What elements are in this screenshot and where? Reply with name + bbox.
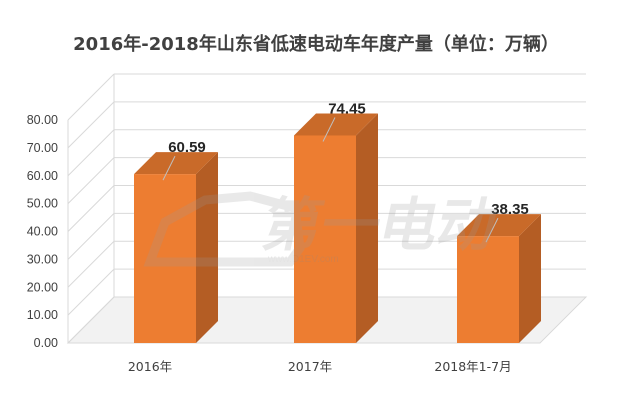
watermark-logo-text: 第一电动 <box>257 192 503 259</box>
side-gridline <box>67 73 115 121</box>
x-axis: 2016年 2017年 2018年1-7月 <box>128 359 512 374</box>
x-tick-label: 2017年 <box>288 359 332 374</box>
side-gridline <box>67 157 115 204</box>
bar: 74.45 <box>294 100 378 343</box>
y-tick-label: 50.00 <box>27 197 58 211</box>
watermark-car-icon <box>143 191 305 267</box>
y-tick-label: 70.00 <box>27 141 58 155</box>
bar-side <box>356 113 378 343</box>
leader-line <box>162 155 176 181</box>
watermark: 第一电动 www.D1EV.com <box>143 191 503 267</box>
watermark-url: www.D1EV.com <box>267 254 339 265</box>
bar-side <box>519 214 541 343</box>
bar: 60.59 <box>134 139 218 343</box>
y-tick-label: 20.00 <box>27 280 58 294</box>
bar-front <box>294 135 356 343</box>
x-tick-label: 2018年1-7月 <box>434 359 511 374</box>
bar-front <box>457 236 519 343</box>
y-tick-label: 40.00 <box>27 225 58 239</box>
data-label: 60.59 <box>168 139 206 156</box>
side-gridline <box>67 240 115 288</box>
data-label: 74.45 <box>328 100 366 117</box>
data-label: 38.35 <box>491 201 529 218</box>
y-axis: 0.00 10.00 20.00 30.00 40.00 50.00 60.00 70.00 8… <box>27 113 58 350</box>
side-gridline <box>67 185 115 232</box>
y-tick-label: 10.00 <box>27 308 58 322</box>
bar: 38.35 <box>457 201 541 343</box>
side-gridline <box>67 101 115 149</box>
side-gridline <box>67 129 115 177</box>
side-gridline <box>67 268 115 316</box>
y-tick-label: 0.00 <box>34 336 58 350</box>
side-gridline <box>67 296 115 344</box>
bar-front <box>134 174 196 343</box>
y-tick-label: 60.00 <box>27 169 58 183</box>
bar-side <box>196 152 218 343</box>
y-tick-label: 80.00 <box>27 113 58 127</box>
bar-top <box>134 152 218 175</box>
bar-top <box>457 214 541 237</box>
chart-title: 2016年-2018年山东省低速电动车年度产量（单位：万辆） <box>73 34 559 55</box>
side-gridline <box>67 213 115 260</box>
leader-line <box>322 117 336 142</box>
x-tick-label: 2016年 <box>128 359 172 374</box>
leader-line <box>485 217 499 243</box>
bar-top <box>294 113 378 136</box>
bars: 60.59 74.45 38.35 <box>134 100 541 343</box>
y-tick-label: 30.00 <box>27 252 58 266</box>
